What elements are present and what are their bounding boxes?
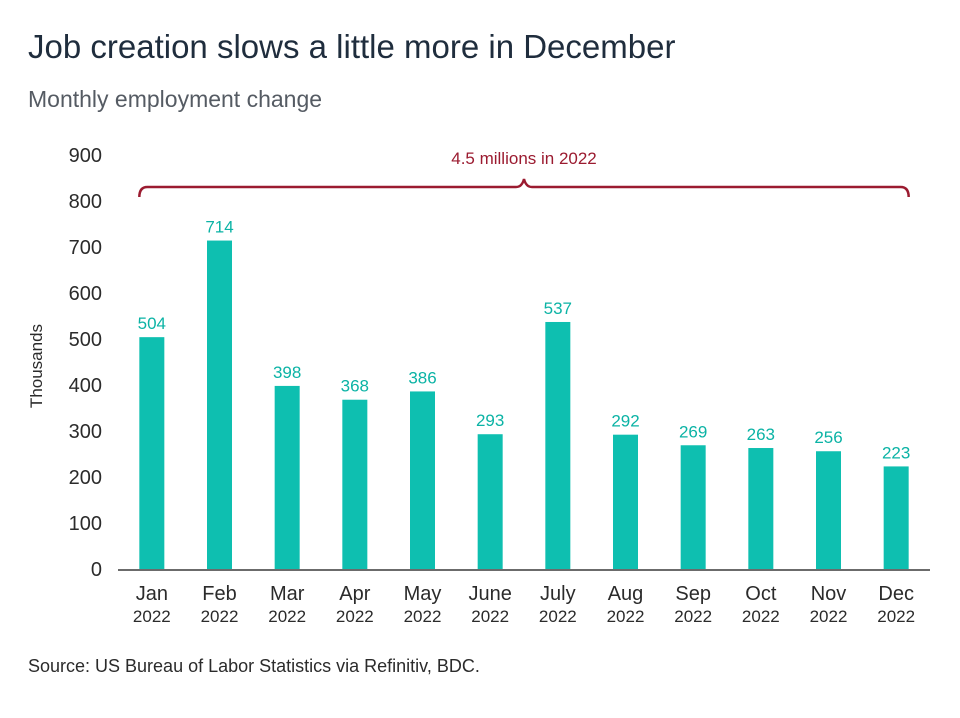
y-tick-label: 400 (69, 375, 102, 397)
x-tick-year: 2022 (201, 607, 239, 626)
annotation: 4.5 millions in 2022 (138, 149, 910, 198)
data-labels: 504 714 398 368 386 293 537 292 269 263 256 223 (138, 218, 911, 463)
annotation-text: 4.5 millions in 2022 (451, 149, 597, 168)
data-label: 504 (138, 314, 166, 333)
x-tick-year: 2022 (471, 607, 509, 626)
bar (342, 399, 368, 569)
x-tick-year: 2022 (539, 607, 577, 626)
x-tick-year: 2022 (810, 607, 848, 626)
data-label: 256 (814, 428, 842, 447)
x-tick-year: 2022 (877, 607, 915, 626)
x-tick-label: Apr (339, 583, 370, 605)
bar (477, 434, 503, 569)
x-tick-year: 2022 (336, 607, 374, 626)
data-label: 714 (205, 218, 233, 237)
x-tick-label: Dec (878, 583, 914, 605)
annotation-brace (138, 178, 910, 198)
y-tick-label: 300 (69, 421, 102, 443)
chart-title: Job creation slows a little more in Dece… (28, 28, 676, 65)
data-label: 223 (882, 443, 910, 462)
x-tick-year: 2022 (607, 607, 645, 626)
bar (207, 240, 232, 569)
bar (816, 451, 841, 569)
y-tick-label: 100 (69, 513, 102, 535)
x-tick-label: Feb (202, 583, 236, 605)
x-tick-label: July (540, 583, 576, 605)
data-label: 537 (544, 299, 572, 318)
source-note: Source: US Bureau of Labor Statistics vi… (28, 656, 480, 676)
data-label: 263 (747, 425, 775, 444)
x-tick-label: Jan (136, 583, 168, 605)
data-label: 368 (341, 377, 369, 396)
x-tick-year: 2022 (133, 607, 171, 626)
bar-chart: 0 100 200 300 400 500 600 700 800 900 Thousands 4… (27, 145, 930, 626)
bar (545, 321, 571, 569)
data-label: 293 (476, 411, 504, 430)
bars (139, 240, 909, 569)
data-label: 386 (408, 368, 436, 387)
y-axis-title: Thousands (27, 324, 46, 408)
x-tick-label: Sep (675, 583, 711, 605)
bar (139, 337, 165, 569)
y-tick-label: 600 (69, 283, 102, 305)
y-tick-label: 500 (69, 329, 102, 351)
y-tick-label: 0 (91, 559, 102, 581)
x-tick-year: 2022 (674, 607, 712, 626)
bar (748, 448, 774, 569)
x-tick-year: 2022 (742, 607, 780, 626)
x-axis: Jan 2022 Feb 2022 Mar 2022 Apr 2022 May 2022 June 2… (118, 569, 930, 626)
y-tick-label: 200 (69, 467, 102, 489)
data-label: 292 (611, 412, 639, 431)
bar (680, 445, 706, 569)
x-tick-label: June (468, 583, 511, 605)
x-tick-year: 2022 (404, 607, 442, 626)
x-tick-label: Aug (608, 583, 644, 605)
x-tick-label: Oct (745, 583, 777, 605)
bar (410, 391, 435, 569)
data-label: 398 (273, 363, 301, 382)
data-label: 269 (679, 422, 707, 441)
y-tick-label: 800 (69, 191, 102, 213)
x-tick-label: Nov (811, 583, 847, 605)
bar (613, 434, 638, 569)
chart-subtitle: Monthly employment change (28, 86, 323, 112)
bar (274, 385, 300, 569)
x-tick-year: 2022 (268, 607, 306, 626)
y-axis: 0 100 200 300 400 500 600 700 800 900 (69, 145, 102, 581)
y-tick-label: 700 (69, 237, 102, 259)
y-tick-label: 900 (69, 145, 102, 167)
x-tick-label: May (404, 583, 442, 605)
bar (883, 466, 909, 569)
x-tick-label: Mar (270, 583, 305, 605)
